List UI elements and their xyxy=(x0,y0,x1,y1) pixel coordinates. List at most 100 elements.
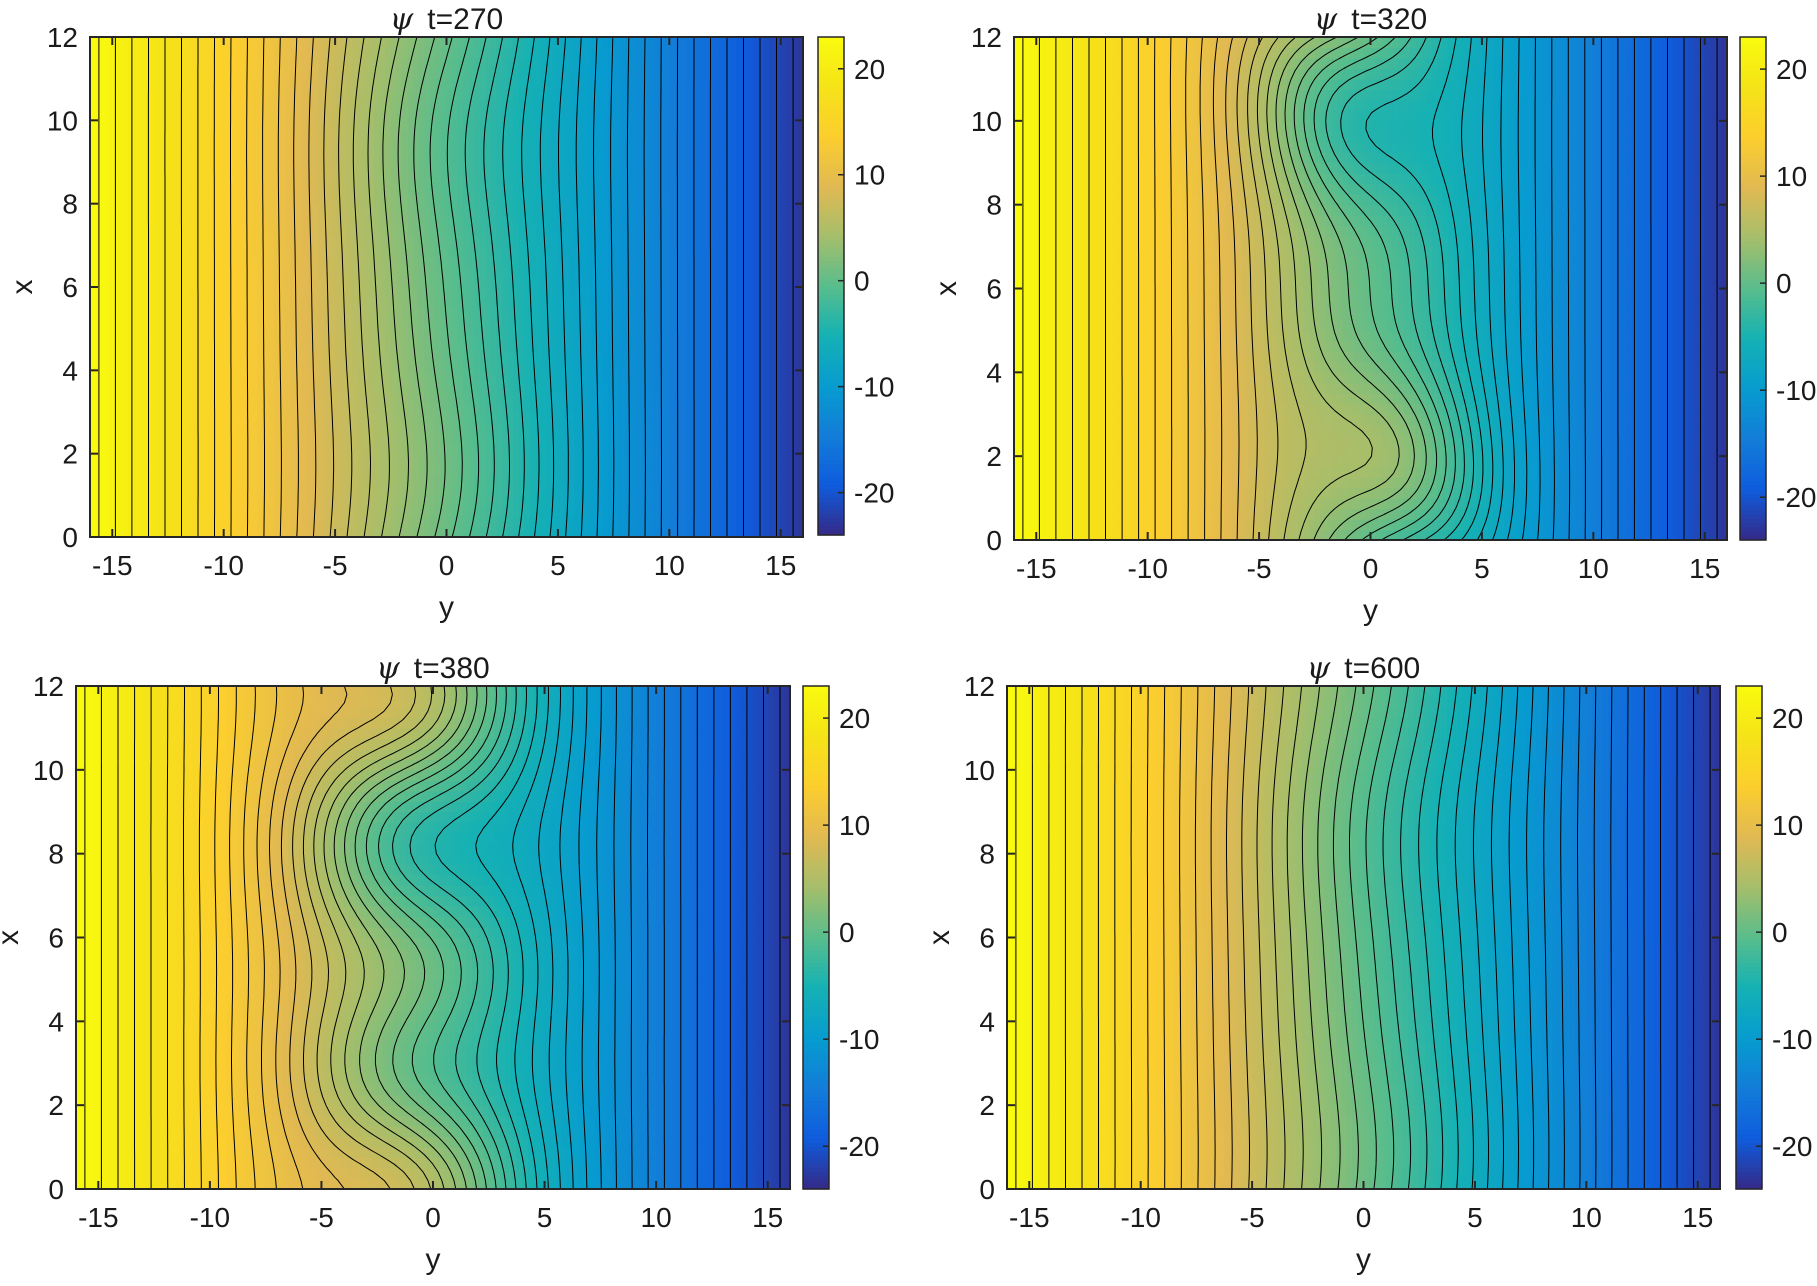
field-cell xyxy=(580,276,587,288)
field-cell xyxy=(541,224,548,236)
field-cell xyxy=(563,182,570,194)
field-cell xyxy=(240,422,247,434)
field-cell xyxy=(117,516,125,528)
field-cell xyxy=(507,380,514,392)
field-cell xyxy=(123,203,130,215)
field-cell xyxy=(340,380,347,392)
field-cell xyxy=(764,495,771,507)
field-cell xyxy=(268,328,275,340)
field-cell xyxy=(240,401,247,413)
field-cell xyxy=(262,432,269,444)
field-cell xyxy=(223,484,230,496)
field-cell xyxy=(374,172,381,184)
field-cell xyxy=(307,266,314,278)
field-cell xyxy=(463,484,470,496)
field-cell xyxy=(101,359,108,371)
field-cell xyxy=(140,505,147,517)
field-cell xyxy=(179,443,186,455)
field-cell xyxy=(329,234,336,246)
field-cell xyxy=(635,422,643,434)
field-cell xyxy=(613,297,620,309)
field-cell xyxy=(167,151,175,163)
field-cell xyxy=(502,380,509,392)
field-cell xyxy=(507,339,514,351)
field-cell xyxy=(468,453,475,465)
field-cell xyxy=(335,234,342,246)
field-cell xyxy=(173,505,180,517)
field-cell xyxy=(268,516,275,528)
field-cell xyxy=(452,328,459,340)
field-cell xyxy=(284,339,292,351)
field-cell xyxy=(613,339,620,351)
field-cell xyxy=(240,266,247,278)
field-cell xyxy=(173,130,180,142)
field-cell xyxy=(702,339,709,351)
field-cell xyxy=(435,141,442,153)
field-cell xyxy=(496,224,503,236)
field-cell xyxy=(206,318,214,330)
field-cell xyxy=(429,464,436,476)
field-cell xyxy=(329,130,336,142)
field-cell xyxy=(452,245,459,257)
field-cell xyxy=(106,422,113,434)
field-cell xyxy=(758,255,765,267)
field-cell xyxy=(206,443,214,455)
field-cell xyxy=(563,193,570,205)
field-cell xyxy=(167,339,175,351)
field-cell xyxy=(357,266,364,278)
field-cell xyxy=(390,193,397,205)
field-cell xyxy=(240,141,247,153)
field-cell xyxy=(257,526,264,537)
field-cell xyxy=(691,255,698,267)
field-cell xyxy=(541,245,548,257)
field-cell xyxy=(446,401,453,413)
field-cell xyxy=(179,474,186,486)
field-cell xyxy=(647,349,654,361)
field-cell xyxy=(357,182,364,194)
field-cell xyxy=(574,193,581,205)
field-cell xyxy=(797,255,803,267)
field-cell xyxy=(201,412,208,424)
field-cell xyxy=(452,266,459,278)
field-cell xyxy=(764,401,771,413)
field-cell xyxy=(229,172,236,184)
field-cell xyxy=(786,464,793,476)
field-cell xyxy=(413,422,420,434)
field-cell xyxy=(351,287,358,299)
field-cell xyxy=(446,328,453,340)
field-cell xyxy=(496,130,503,142)
field-cell xyxy=(240,162,247,174)
field-cell xyxy=(507,516,514,528)
field-cell xyxy=(390,412,397,424)
field-cell xyxy=(446,297,453,309)
field-cell xyxy=(563,245,570,257)
field-cell xyxy=(218,432,225,444)
field-cell xyxy=(385,266,392,278)
field-cell xyxy=(591,234,598,246)
field-cell xyxy=(307,151,314,163)
field-cell xyxy=(413,453,420,465)
field-cell xyxy=(379,484,386,496)
field-cell xyxy=(552,151,559,163)
field-cell xyxy=(452,162,459,174)
field-cell xyxy=(485,453,492,465)
field-cell xyxy=(591,401,598,413)
field-cell xyxy=(797,474,803,486)
field-cell xyxy=(741,412,748,424)
field-cell xyxy=(262,359,269,371)
field-cell xyxy=(323,412,331,424)
field-cell xyxy=(452,453,459,465)
field-cell xyxy=(541,172,548,184)
field-cell xyxy=(323,224,331,236)
field-cell xyxy=(318,370,325,382)
field-cell xyxy=(206,266,214,278)
field-cell xyxy=(780,443,787,455)
field-cell xyxy=(775,245,782,257)
field-cell xyxy=(396,474,403,486)
field-cell xyxy=(385,328,392,340)
field-cell xyxy=(173,349,180,361)
field-cell xyxy=(318,464,325,476)
field-cell xyxy=(797,422,803,434)
field-cell xyxy=(407,380,414,392)
field-cell xyxy=(223,172,230,184)
